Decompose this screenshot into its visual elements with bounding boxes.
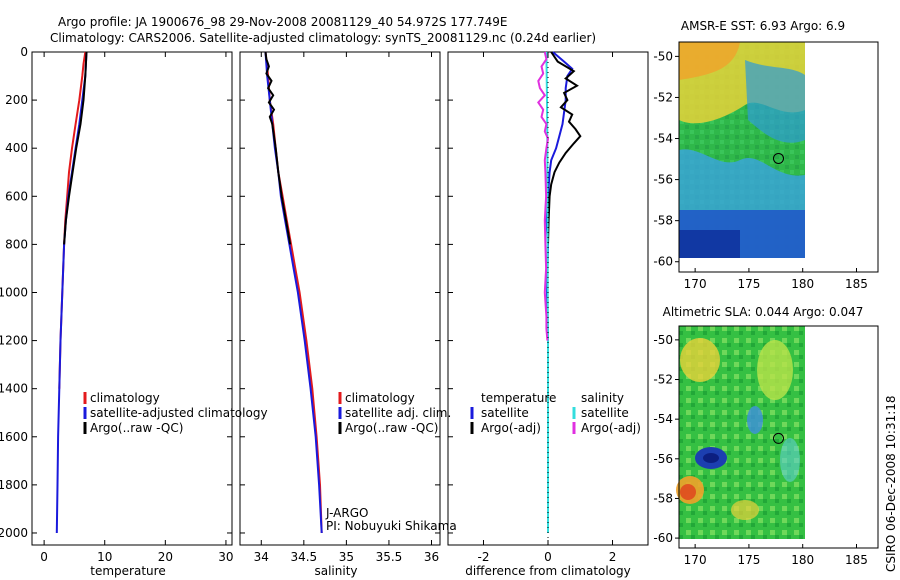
temperature-axes-frame (31, 51, 233, 546)
temperature-x-label: temperature (90, 564, 165, 578)
x-tick-label: 175 (737, 553, 760, 567)
argo-location-marker (773, 432, 784, 444)
series-salinity-satellite (545, 51, 549, 533)
x-tick-label: 185 (845, 277, 868, 291)
salinity-panel: 34 34.5 35 35.5 36 salinity climatology sate… (239, 51, 457, 578)
difference-series-group (448, 51, 582, 545)
legend-label-climatology: climatology (345, 391, 415, 405)
x-tick-label: 20 (158, 550, 173, 564)
y-tick-label: 1800 (0, 478, 28, 492)
series-argo-raw-qc (264, 51, 292, 245)
legend-label-temp-argo: Argo(-adj) (481, 421, 541, 435)
argo-location-marker (773, 152, 784, 164)
x-tick-label: 35.5 (376, 550, 403, 564)
x-tick-label: 0 (40, 550, 48, 564)
y-tick-label: -60 (653, 531, 673, 545)
y-tick-label: -50 (653, 49, 673, 63)
temperature-x-ticks: 0 10 20 30 (40, 52, 234, 564)
sst-map-title: AMSR-E SST: 6.93 Argo: 6.9 (681, 19, 845, 33)
y-tick-label: -56 (653, 452, 673, 466)
difference-legend: temperature satellite Argo(-adj) salinit… (470, 391, 641, 435)
series-temperature-argo-adj (547, 51, 582, 245)
temperature-legend: climatology satellite-adjusted climatolo… (83, 391, 268, 435)
y-tick-label: -58 (653, 491, 673, 505)
program-note: J-ARGO (325, 506, 368, 520)
sst-map-ticks: 170 175 180 185 -50 -52 -54 -56 -58 -60 (653, 49, 868, 291)
legend-heading-salinity: salinity (581, 391, 624, 405)
legend-label-sal-satellite: satellite (581, 406, 629, 420)
x-tick-label: 180 (791, 277, 814, 291)
y-tick-label: 800 (5, 237, 28, 251)
x-tick-label: 30 (218, 550, 233, 564)
y-tick-label: 1200 (0, 334, 28, 348)
y-tick-label: 1600 (0, 430, 28, 444)
salinity-x-ticks: 34 34.5 35 35.5 36 (254, 52, 439, 564)
sla-map-title: Altimetric SLA: 0.044 Argo: 0.047 (663, 305, 864, 319)
difference-x-label: difference from climatology (465, 564, 631, 578)
y-tick-label: -58 (653, 214, 673, 228)
legend-label-argo: Argo(..raw -QC) (90, 421, 183, 435)
figure-title-line2: Climatology: CARS2006. Satellite-adjuste… (50, 31, 597, 45)
x-tick-label: 34 (254, 550, 269, 564)
y-tick-label: 0 (20, 45, 28, 59)
salinity-series-group (264, 51, 323, 534)
temperature-panel: 0 10 20 30 0 200 400 600 800 1000 1200 1400 1600 180… (0, 45, 268, 578)
salinity-legend: climatology satellite adj. clim. Argo(..… (338, 391, 451, 435)
x-tick-label: 180 (791, 553, 814, 567)
sla-map-frame (678, 325, 879, 549)
series-temperature-satellite (545, 51, 574, 533)
x-tick-label: 175 (737, 277, 760, 291)
x-tick-label: 34.5 (290, 550, 317, 564)
x-tick-label: 170 (684, 553, 707, 567)
y-tick-label: 2000 (0, 526, 28, 540)
x-tick-label: 36 (424, 550, 439, 564)
legend-heading-temperature: temperature (481, 391, 556, 405)
series-salinity-argo-adj (537, 51, 550, 341)
sla-map-ticks: 170 175 180 185 -50 -52 -54 -56 -58 -60 (653, 333, 868, 567)
y-tick-label: 200 (5, 93, 28, 107)
legend-label-satellite: satellite adj. clim. (345, 406, 451, 420)
x-tick-label: -2 (477, 550, 489, 564)
y-tick-label: 600 (5, 189, 28, 203)
y-tick-label: -50 (653, 333, 673, 347)
series-satellite-adjusted-climatology (55, 51, 88, 534)
sla-map-panel: Altimetric SLA: 0.044 Argo: 0.047 170 175… (653, 305, 879, 567)
salinity-y-ticks (240, 51, 440, 534)
temperature-series-group (55, 51, 88, 534)
legend-label-climatology: climatology (90, 391, 160, 405)
y-tick-label: -52 (653, 90, 673, 104)
x-tick-label: 170 (684, 277, 707, 291)
difference-panel: -2 0 2 difference from climatology tempera… (447, 51, 649, 578)
y-tick-label: 400 (5, 141, 28, 155)
sst-field-image (679, 42, 805, 258)
temperature-y-ticks: 0 200 400 600 800 1000 1200 1400 1600 1800 2000 (0, 45, 232, 540)
figure-title-line1: Argo profile: JA 1900676_98 29-Nov-2008 … (58, 15, 508, 29)
salinity-x-label: salinity (314, 564, 357, 578)
x-tick-label: 185 (845, 553, 868, 567)
y-tick-label: 1400 (0, 382, 28, 396)
series-climatology (264, 51, 323, 534)
x-tick-label: 0 (544, 550, 552, 564)
sst-map-frame (678, 41, 879, 273)
legend-label-argo: Argo(..raw -QC) (345, 421, 438, 435)
difference-x-ticks: -2 0 2 (477, 52, 616, 564)
sla-field-image (676, 326, 805, 539)
legend-label-temp-satellite: satellite (481, 406, 529, 420)
pi-note: PI: Nobuyuki Shikama (326, 519, 457, 533)
salinity-axes-frame (239, 51, 441, 546)
x-tick-label: 2 (609, 550, 617, 564)
x-tick-label: 10 (97, 550, 112, 564)
x-tick-label: 35 (339, 550, 354, 564)
legend-label-sal-argo: Argo(-adj) (581, 421, 641, 435)
sst-map-panel: AMSR-E SST: 6.93 Argo: 6.9 170 175 180 185 -… (653, 19, 879, 291)
y-tick-label: -52 (653, 373, 673, 387)
y-tick-label: -54 (653, 132, 673, 146)
y-tick-label: -60 (653, 255, 673, 269)
series-argo-raw-qc (63, 51, 88, 245)
y-tick-label: -56 (653, 173, 673, 187)
y-tick-label: -54 (653, 412, 673, 426)
y-tick-label: 1000 (0, 285, 28, 299)
legend-label-satellite: satellite-adjusted climatology (90, 406, 268, 420)
